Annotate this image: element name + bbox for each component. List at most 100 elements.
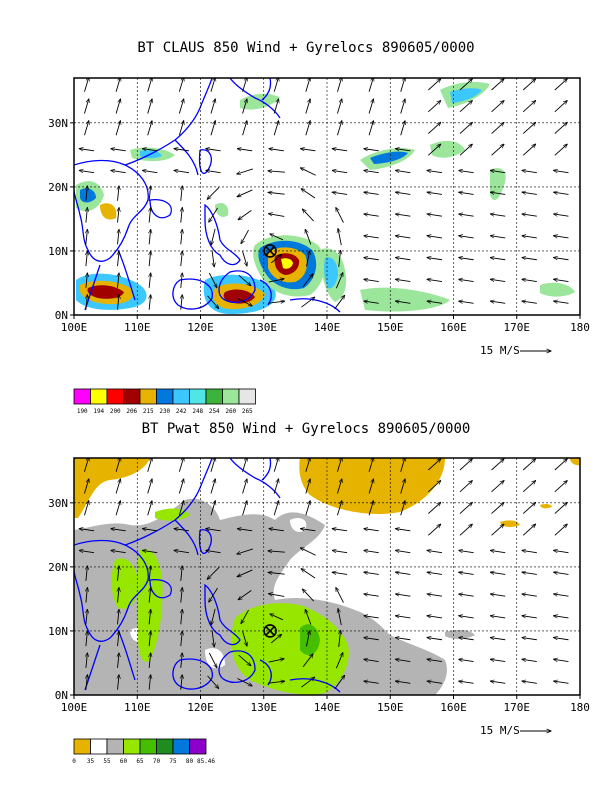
wind-vector	[428, 101, 440, 113]
colorbar-label: 254	[209, 408, 220, 415]
wind-vector	[491, 101, 504, 113]
wind-vector	[490, 279, 506, 282]
wind-vector	[273, 458, 278, 472]
colorbar-cell	[238, 388, 256, 405]
wind-vector	[491, 459, 504, 471]
gyre-cross	[265, 626, 275, 636]
wind-vector	[237, 189, 253, 197]
gyre-cross	[265, 246, 275, 256]
wind-vector	[149, 273, 150, 288]
wind-vector	[522, 524, 535, 536]
wind-vector	[554, 101, 567, 113]
wind-vector	[490, 638, 506, 641]
wind-vector	[270, 234, 284, 241]
colorbar-cell	[123, 738, 141, 755]
wind-vector	[459, 502, 472, 514]
wind-vector	[79, 529, 95, 532]
wind-vector	[207, 675, 219, 689]
lat-tick-label: 30N	[48, 117, 68, 130]
wind-vector	[459, 616, 474, 619]
colorbar-label: 200	[110, 408, 121, 415]
lon-tick-label: 170E	[504, 701, 531, 714]
colorbar-cell	[139, 388, 157, 405]
wind-vector	[147, 458, 152, 472]
wind-vector	[364, 301, 379, 304]
colorbar-label: 80	[186, 758, 194, 765]
wind-vector	[210, 458, 215, 472]
wind-vector	[237, 149, 253, 152]
wind-vector	[490, 214, 506, 217]
wind-vector	[238, 274, 251, 286]
lon-tick-label: 110E	[124, 321, 151, 334]
wind-vector	[208, 652, 217, 668]
wind-vector	[237, 298, 252, 305]
wind-vector	[427, 301, 443, 304]
wind-vector	[115, 501, 120, 516]
wind-vector	[491, 524, 504, 536]
wind-vector	[459, 301, 474, 304]
colorbar-label: 70	[153, 758, 161, 765]
wind-vector	[79, 149, 95, 152]
lat-tick-label: 20N	[48, 181, 68, 194]
wind-vector	[181, 208, 182, 223]
wind-vector	[490, 258, 506, 261]
wind-vector	[554, 524, 567, 536]
wind-vector	[237, 168, 253, 174]
wind-vector	[84, 121, 88, 136]
wind-vector	[522, 616, 537, 619]
wind-vector	[118, 675, 119, 690]
wind-vector	[268, 171, 285, 172]
lon-tick-label: 150E	[377, 701, 404, 714]
wind-vector	[395, 659, 411, 662]
wind-vector	[427, 572, 443, 575]
wind-vector	[79, 170, 95, 174]
wind-vector	[242, 458, 247, 472]
wind-vector	[427, 214, 443, 217]
lat-tick-label: 0N	[55, 689, 68, 702]
wind-vector	[242, 99, 247, 114]
lat-tick-label: 0N	[55, 309, 68, 322]
wind-vector	[178, 121, 183, 136]
wind-vector	[149, 609, 150, 625]
wind-vector	[395, 192, 411, 195]
wind-vector	[206, 170, 221, 174]
colorbar-cell	[172, 388, 190, 405]
wind-vector	[459, 524, 472, 536]
wind-vector	[459, 144, 472, 156]
wind-vector	[522, 502, 535, 514]
wind-vector	[427, 681, 443, 684]
wind-vector	[181, 675, 182, 690]
wind-vector	[554, 192, 569, 195]
wind-vector	[118, 653, 119, 668]
lon-tick-label: 140E	[314, 321, 341, 334]
gyre-circle	[263, 624, 277, 638]
wind-vector	[305, 121, 310, 136]
wind-vector	[86, 208, 87, 223]
colorbar-cell	[222, 388, 240, 405]
wind-vector	[364, 681, 379, 684]
wind-vector	[270, 634, 281, 644]
wind-vector	[368, 458, 373, 472]
wind-vector	[237, 569, 253, 577]
wind-vector	[428, 459, 440, 471]
wind-vector	[178, 479, 183, 494]
wind-vector	[395, 681, 411, 684]
wind-vector	[210, 78, 215, 92]
wind-vector	[395, 149, 411, 152]
wind-vector	[522, 236, 537, 239]
colorbar-cell	[189, 388, 207, 405]
wind-vector	[273, 479, 278, 494]
wind-vector	[147, 99, 152, 114]
wind-vector	[522, 170, 537, 174]
wind-vector	[554, 659, 569, 662]
colorbar-label: 35	[87, 758, 95, 765]
wind-vector	[238, 210, 252, 219]
wind-vector	[490, 594, 506, 597]
lon-tick-label: 160E	[440, 321, 467, 334]
wind-vector	[459, 236, 474, 239]
wind-vector	[337, 78, 341, 92]
wind-vector	[301, 529, 316, 532]
